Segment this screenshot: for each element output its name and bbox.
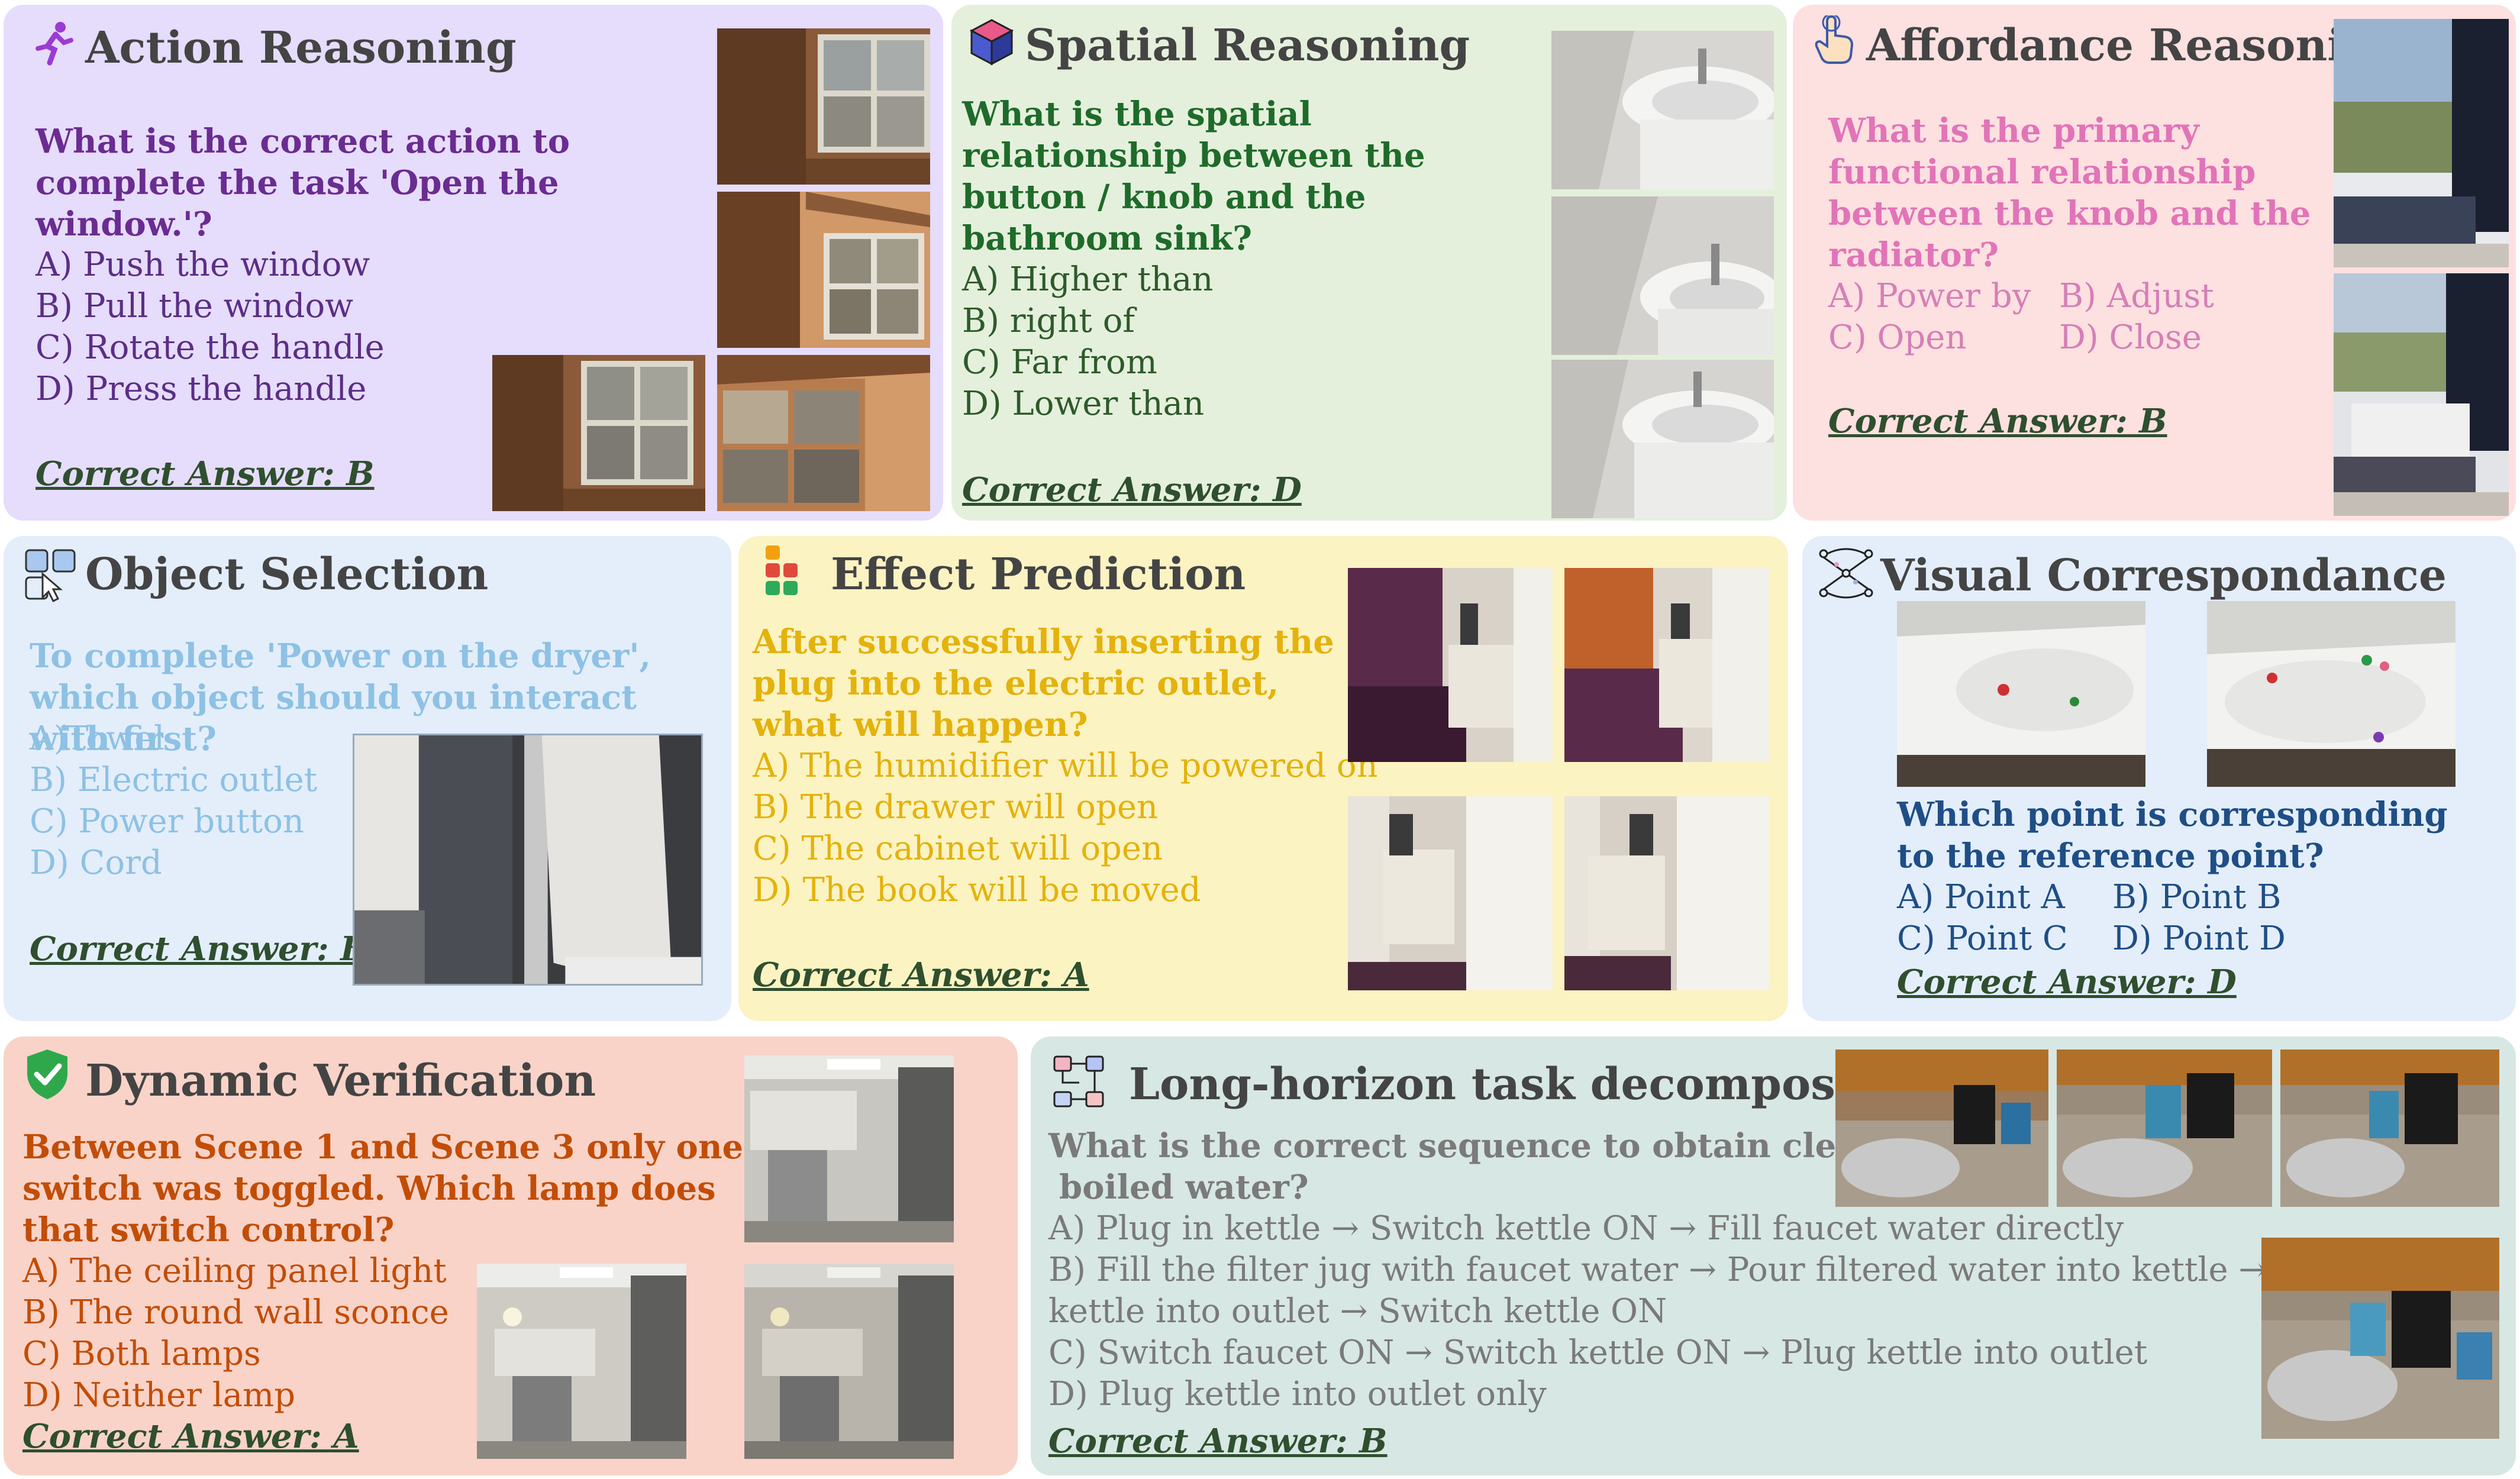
option-b: B) Electric outlet [30,761,318,799]
option-c: C) Open [1828,318,1967,357]
option-b: B) Fill the filter jug with faucet water… [1048,1251,2353,1289]
option-b: B) The drawer will open [753,788,1159,826]
option-d: D) Close [2059,318,2202,357]
bathtub-target-photo [2207,601,2456,787]
option-d: D) Cord [30,844,162,882]
object-selection-card: Object Selection To complete 'Power on t… [4,536,731,1021]
kettle-step-photo-3 [2280,1049,2499,1207]
question-text: After successfully inserting the plug in… [753,622,1334,744]
affordance-reasoning-card: Affordance Reasoning What is the primary… [1793,5,2516,521]
window-photo-1 [717,28,930,185]
option-a: A) Power by [1828,277,2031,315]
correct-answer: Correct Answer: A [753,955,1089,994]
option-c: C) Power button [30,802,304,841]
card-title: Visual Correspondance [1880,550,2447,601]
correct-answer: Correct Answer: D [1897,963,2237,1002]
cube-icon [967,17,1017,66]
dynamic-verification-card: Dynamic Verification Between Scene 1 and… [4,1036,1018,1475]
window-photo-3 [492,355,705,511]
running-figure-icon [30,19,77,66]
option-d: D) Plug kettle into outlet only [1048,1375,1547,1413]
correct-answer: Correct Answer: D [962,470,1302,509]
question-line-2: boiled water? [1059,1168,1309,1207]
visual-correspondance-card: Visual Correspondance Which point is cor… [1802,536,2516,1021]
option-b: B) right of [962,302,1135,340]
window-photo-4 [717,355,930,511]
bedroom-photo-2 [1564,568,1769,762]
question-text: What is the spatial relationship between… [962,95,1425,258]
effect-prediction-card: Effect Prediction After successfully ins… [738,536,1788,1021]
card-title: Spatial Reasoning [1025,20,1470,71]
correct-answer: Correct Answer: A [22,1417,359,1456]
option-b: B) Adjust [2059,277,2214,315]
correct-answer: Correct Answer: B [1048,1422,1388,1461]
card-title: Affordance Reasoning [1866,20,2406,71]
question-text: To complete 'Power on the dryer', which … [30,637,651,758]
option-d: D) Point D [2112,919,2286,958]
radiator-photo-2 [2334,273,2509,516]
option-b: B) Pull the window [36,287,354,325]
sink-photo-3 [1551,360,1774,518]
kettle-step-photo-1 [1835,1049,2048,1207]
correct-answer: Correct Answer: B [36,454,375,493]
sink-photo-2 [1551,196,1774,355]
spatial-reasoning-card: Spatial Reasoning What is the spatial re… [951,5,1787,521]
option-c: C) Both lamps [22,1335,261,1373]
question-text: Between Scene 1 and Scene 3 only one swi… [22,1128,744,1249]
card-title: Action Reasoning [85,22,517,73]
card-title: Effect Prediction [831,549,1246,600]
pointing-hand-icon [1812,13,1856,65]
network-icon [1818,547,1874,600]
question-line-1: What is the correct sequence to obtain c… [1048,1126,1882,1165]
option-a: A) Push the window [36,246,370,284]
option-b: B) The round wall sconce [22,1293,449,1332]
option-a: A) Higher than [962,260,1214,299]
kitchen-scene-photo-1 [744,1055,954,1242]
option-c: C) Far from [962,343,1157,382]
option-d: D) Neither lamp [22,1376,296,1415]
option-c: C) Point C [1897,919,2068,958]
window-photo-2 [717,192,930,348]
kettle-step-photo-2 [2057,1049,2272,1207]
flowchart-icon [1051,1053,1108,1110]
card-title: Long-horizon task decomposition [1129,1059,1950,1110]
card-title: Dynamic Verification [85,1055,596,1106]
option-c: C) The cabinet will open [753,829,1163,868]
option-d: D) Press the handle [36,370,367,408]
blocks-icon [763,543,801,598]
option-b: B) Point B [2112,878,2282,916]
option-a: A) The humidifier will be powered on [753,747,1378,785]
option-c: C) Switch faucet ON → Switch kettle ON →… [1048,1333,2148,1372]
bedroom-photo-4 [1564,796,1769,990]
option-d: D) Lower than [962,385,1205,423]
option-b-continued: kettle into outlet → Switch kettle ON [1048,1292,1667,1331]
kitchen-scene-photo-3 [744,1264,954,1459]
bathtub-reference-photo [1897,601,2145,787]
select-grid-icon [22,547,82,603]
radiator-photo-1 [2334,19,2509,267]
kettle-step-photo-4 [2261,1238,2499,1439]
option-a: A) Plug in kettle → Switch kettle ON → F… [1048,1209,2124,1248]
correct-answer: Correct Answer: B [30,929,369,968]
shield-check-icon [24,1047,71,1102]
question-text: What is the correct action to complete t… [36,122,570,244]
action-reasoning-card: Action Reasoning What is the correct act… [4,5,943,521]
option-a: A) The ceiling panel light [22,1252,447,1290]
question-text: What is the primary functional relations… [1828,111,2311,275]
kitchen-scene-photo-2 [477,1264,686,1459]
card-title: Object Selection [85,549,489,600]
option-c: C) Rotate the handle [36,328,385,367]
bedroom-photo-3 [1348,796,1553,990]
option-d: D) The book will be moved [753,871,1201,909]
question-text: Which point is corresponding to the refe… [1897,795,2448,876]
bedroom-photo-1 [1348,568,1553,762]
towel-photo [353,734,703,986]
option-a: A) Point A [1897,878,2065,916]
option-a: A)Towel [30,719,164,758]
correct-answer: Correct Answer: B [1828,402,2167,441]
long-horizon-card: Long-horizon task decomposition What is … [1031,1036,2516,1475]
sink-photo-1 [1551,31,1774,189]
